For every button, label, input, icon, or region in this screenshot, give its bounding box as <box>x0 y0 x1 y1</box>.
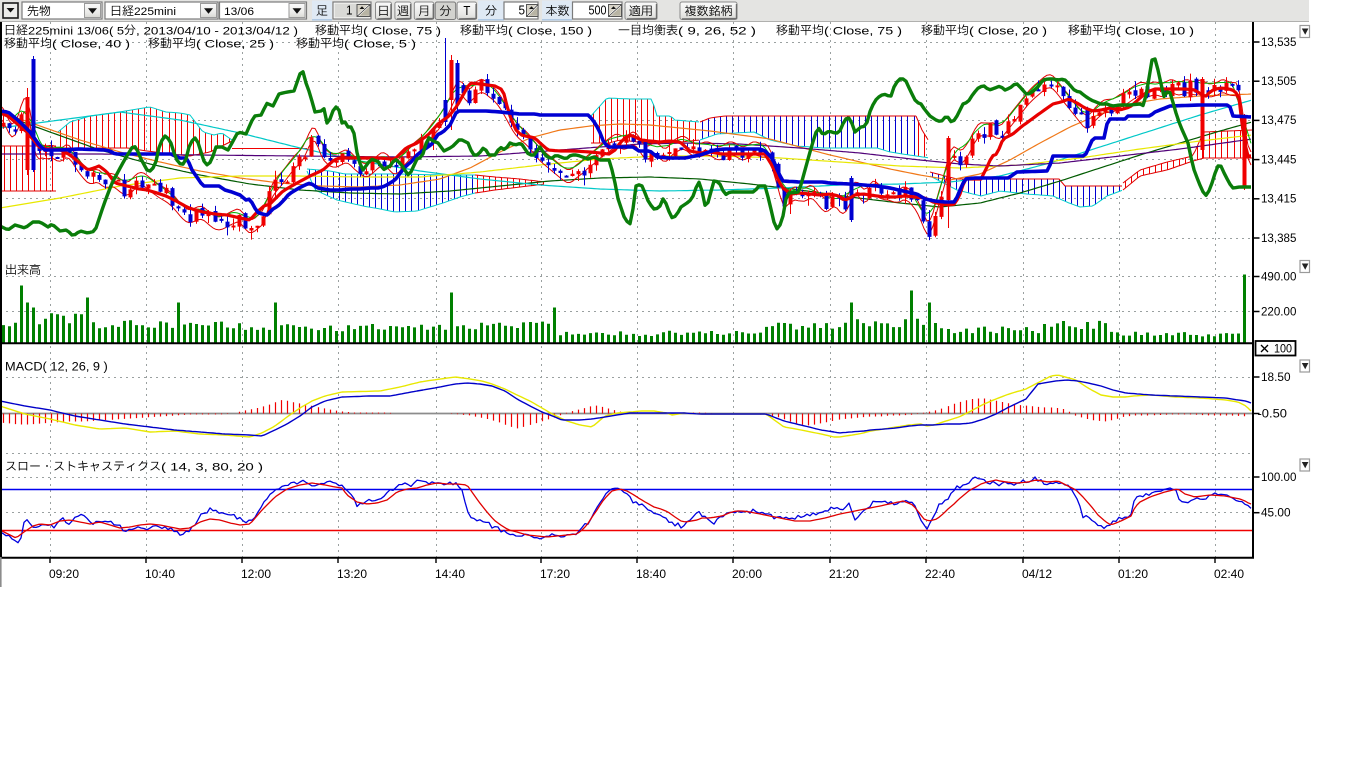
svg-text:18:40: 18:40 <box>636 567 666 581</box>
svg-text:21:20: 21:20 <box>829 567 859 581</box>
svg-text:( Close, 5 ): ( Close, 5 ) <box>344 38 416 50</box>
svg-text:13,415: 13,415 <box>1261 192 1297 206</box>
svg-text:04/12: 04/12 <box>1022 567 1052 581</box>
svg-text:13,445: 13,445 <box>1261 152 1297 166</box>
svg-text:13,505: 13,505 <box>1261 74 1297 88</box>
svg-text:13,535: 13,535 <box>1261 35 1297 49</box>
svg-text:09:20: 09:20 <box>49 567 79 581</box>
svg-text:-0.50: -0.50 <box>1258 406 1288 420</box>
svg-text:225mini 13/06( 5: 225mini 13/06( 5 <box>28 25 124 37</box>
svg-text:01:20: 01:20 <box>1118 567 1148 581</box>
svg-text:, 2013/04/10 - 2013/04/12 ): , 2013/04/10 - 2013/04/12 ) <box>136 25 298 37</box>
svg-text:T: T <box>463 3 470 18</box>
svg-text:( Close, 40 ): ( Close, 40 ) <box>52 38 130 50</box>
svg-text:14:40: 14:40 <box>435 567 465 581</box>
svg-text:( Close, 75 ): ( Close, 75 ) <box>363 25 441 37</box>
svg-text:( 9, 26, 52 ): ( 9, 26, 52 ) <box>678 25 756 37</box>
svg-text:20:00: 20:00 <box>732 567 762 581</box>
svg-text:12:00: 12:00 <box>241 567 271 581</box>
svg-text:( Close, 25 ): ( Close, 25 ) <box>196 38 274 50</box>
svg-text:1: 1 <box>346 4 353 18</box>
svg-text:500: 500 <box>589 4 607 18</box>
svg-text:( Close, 10 ): ( Close, 10 ) <box>1116 25 1194 37</box>
svg-text:17:20: 17:20 <box>540 567 570 581</box>
svg-text:490.00: 490.00 <box>1261 269 1297 283</box>
svg-text:13,475: 13,475 <box>1261 113 1297 127</box>
svg-text:02:40: 02:40 <box>1214 567 1244 581</box>
svg-text:( Close, 150 ): ( Close, 150 ) <box>508 25 592 37</box>
svg-text:22:40: 22:40 <box>925 567 955 581</box>
svg-text:45.00: 45.00 <box>1261 506 1291 520</box>
svg-text:13,385: 13,385 <box>1261 231 1297 245</box>
svg-text:10:40: 10:40 <box>145 567 175 581</box>
svg-text:13/06: 13/06 <box>224 6 254 18</box>
svg-text:220.00: 220.00 <box>1261 304 1297 318</box>
svg-text:225mini: 225mini <box>134 6 176 18</box>
svg-text:MACD( 12, 26, 9 ): MACD( 12, 26, 9 ) <box>5 360 108 374</box>
svg-text:5: 5 <box>519 4 526 18</box>
svg-text:( 14, 3, 80, 20 ): ( 14, 3, 80, 20 ) <box>161 462 263 474</box>
svg-text:100.00: 100.00 <box>1261 470 1297 484</box>
svg-text:( Close, 75 ): ( Close, 75 ) <box>824 25 902 37</box>
svg-text:18.50: 18.50 <box>1261 370 1291 384</box>
svg-text:( Close, 20 ): ( Close, 20 ) <box>969 25 1047 37</box>
svg-text:100: 100 <box>1274 342 1292 356</box>
svg-text:13:20: 13:20 <box>337 567 367 581</box>
